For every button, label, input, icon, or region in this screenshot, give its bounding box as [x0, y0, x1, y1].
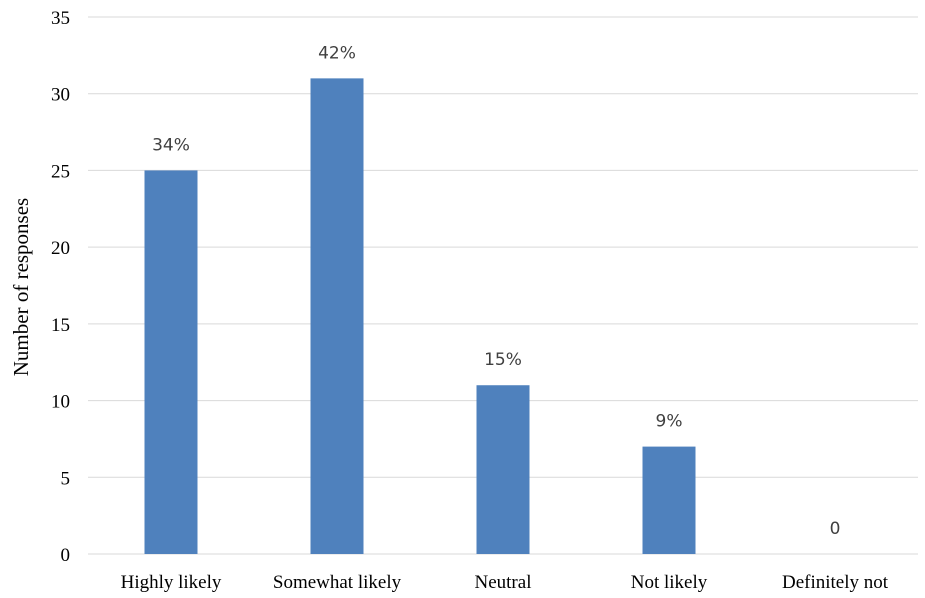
data-label: 15%: [484, 350, 522, 370]
bars: [144, 78, 696, 554]
y-tick-label: 35: [51, 8, 70, 29]
x-axis-categories: Highly likely Somewhat likely Neutral Not l…: [121, 572, 889, 593]
x-category-label: Highly likely: [121, 572, 222, 593]
y-tick-label: 30: [51, 85, 70, 106]
y-tick-label: 20: [51, 238, 70, 259]
data-labels: 34% 42% 15% 9% 0: [152, 43, 840, 539]
x-category-label: Not likely: [631, 572, 708, 593]
y-axis-title: Number of responses: [9, 198, 33, 376]
data-label: 42%: [318, 43, 356, 63]
x-category-label: Somewhat likely: [273, 572, 402, 593]
y-tick-label: 10: [51, 392, 70, 413]
data-label: 0: [830, 519, 841, 539]
y-tick-label: 25: [51, 161, 70, 182]
data-label: 34%: [152, 135, 190, 155]
bar: [642, 446, 696, 554]
x-category-label: Definitely not: [782, 572, 889, 593]
y-tick-label: 0: [61, 545, 71, 566]
y-axis-ticks: 0 5 10 15 20 25 30 35: [51, 8, 70, 566]
bar: [144, 170, 198, 554]
y-tick-label: 5: [61, 468, 71, 489]
x-category-label: Neutral: [475, 572, 532, 593]
bar: [476, 385, 530, 554]
bar: [310, 78, 364, 554]
data-label: 9%: [656, 412, 683, 432]
y-tick-label: 15: [51, 315, 70, 336]
